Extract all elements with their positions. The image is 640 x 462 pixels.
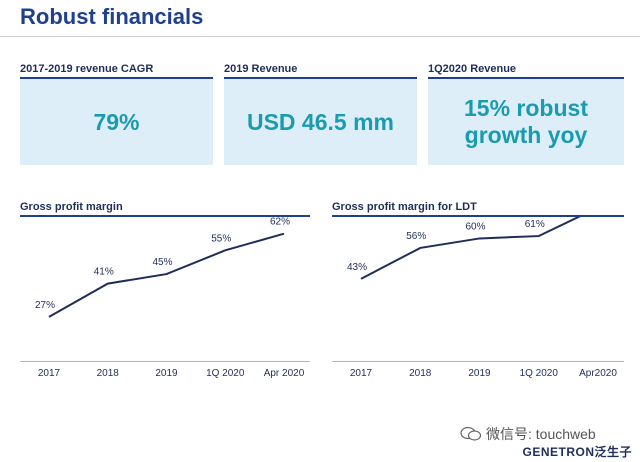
x-tick-label: 2018 — [409, 368, 432, 379]
chart-baseline — [20, 361, 310, 362]
kpi-value: 15% robust growth yoy — [464, 95, 588, 149]
series-line — [360, 217, 581, 280]
data-label: 27% — [35, 300, 55, 311]
kpi-label: 2019 Revenue — [224, 63, 298, 75]
x-tick-label: 2017 — [350, 368, 373, 379]
kpi-box: USD 46.5 mm — [224, 79, 417, 165]
data-label: 43% — [347, 262, 367, 273]
chart-divider — [332, 215, 624, 217]
data-label: 56% — [406, 231, 426, 242]
kpi-box: 79% — [20, 79, 213, 165]
data-label: 55% — [211, 233, 231, 244]
kpi-1q2020-revenue: 1Q2020 Revenue 15% robust growth yoy — [428, 62, 624, 165]
x-tick-label: 2017 — [38, 368, 61, 379]
ldt-margin-panel: Gross profit margin for LDT 43% 56% 60% 61%… — [332, 200, 624, 384]
kpi-divider — [20, 77, 213, 79]
data-label: 61% — [525, 219, 545, 230]
x-tick-label: 1Q 2020 — [206, 368, 245, 379]
chart-title: Gross profit margin for LDT — [332, 201, 477, 213]
x-tick-label: Apr2020 — [579, 368, 617, 379]
x-tick-label: 2019 — [468, 368, 491, 379]
data-label: 45% — [152, 257, 172, 268]
data-label: 41% — [94, 267, 114, 278]
chart-divider — [20, 215, 310, 217]
series-line — [48, 232, 285, 318]
kpi-value-line: 15% robust — [464, 95, 588, 121]
chart-baseline — [332, 361, 624, 362]
x-tick-label: 2019 — [155, 368, 178, 379]
page-title: Robust financials — [20, 4, 204, 29]
data-label: 62% — [270, 217, 290, 228]
wechat-icon — [460, 426, 482, 441]
kpi-value-line: growth yoy — [464, 122, 588, 148]
data-label: 60% — [465, 221, 485, 232]
kpi-label: 2017-2019 revenue CAGR — [20, 63, 154, 75]
kpi-value: 79% — [93, 109, 139, 136]
gross-margin-chart: 27% 41% 45% 55% 62% — [35, 217, 290, 318]
kpi-value: USD 46.5 mm — [247, 109, 394, 136]
x-tick-label: 1Q 2020 — [520, 368, 559, 379]
brand-logo: GENETRON泛生子 — [522, 445, 632, 459]
title-divider — [0, 36, 640, 37]
kpi-divider — [428, 77, 624, 79]
kpi-value-line: USD 46.5 mm — [246, 108, 394, 135]
kpi-value-line: 79% — [93, 108, 140, 135]
gross-margin-panel: Gross profit margin 27% 41% 45% 55% 62% 2017… — [20, 200, 310, 384]
kpi-divider — [224, 77, 417, 79]
ldt-margin-chart: 43%56%60%61%73% — [347, 217, 581, 280]
kpi-2019-revenue: 2019 Revenue USD 46.5 mm — [224, 62, 417, 165]
ldt-margin-x-axis: 2017 2018 2019 1Q 2020 Apr2020 — [350, 368, 617, 379]
x-tick-label: Apr 2020 — [264, 368, 305, 379]
kpi-box: 15% robust growth yoy — [428, 79, 624, 165]
kpi-label: 1Q2020 Revenue — [428, 63, 517, 75]
chart-title: Gross profit margin — [20, 201, 123, 213]
watermark-text: 微信号: touchweb — [486, 426, 596, 442]
x-tick-label: 2018 — [97, 368, 120, 379]
kpi-revenue-cagr: 2017-2019 revenue CAGR 79% — [20, 62, 213, 165]
watermark: 微信号: touchweb — [460, 424, 596, 444]
gross-margin-x-axis: 2017 2018 2019 1Q 2020 Apr 2020 — [38, 368, 305, 379]
